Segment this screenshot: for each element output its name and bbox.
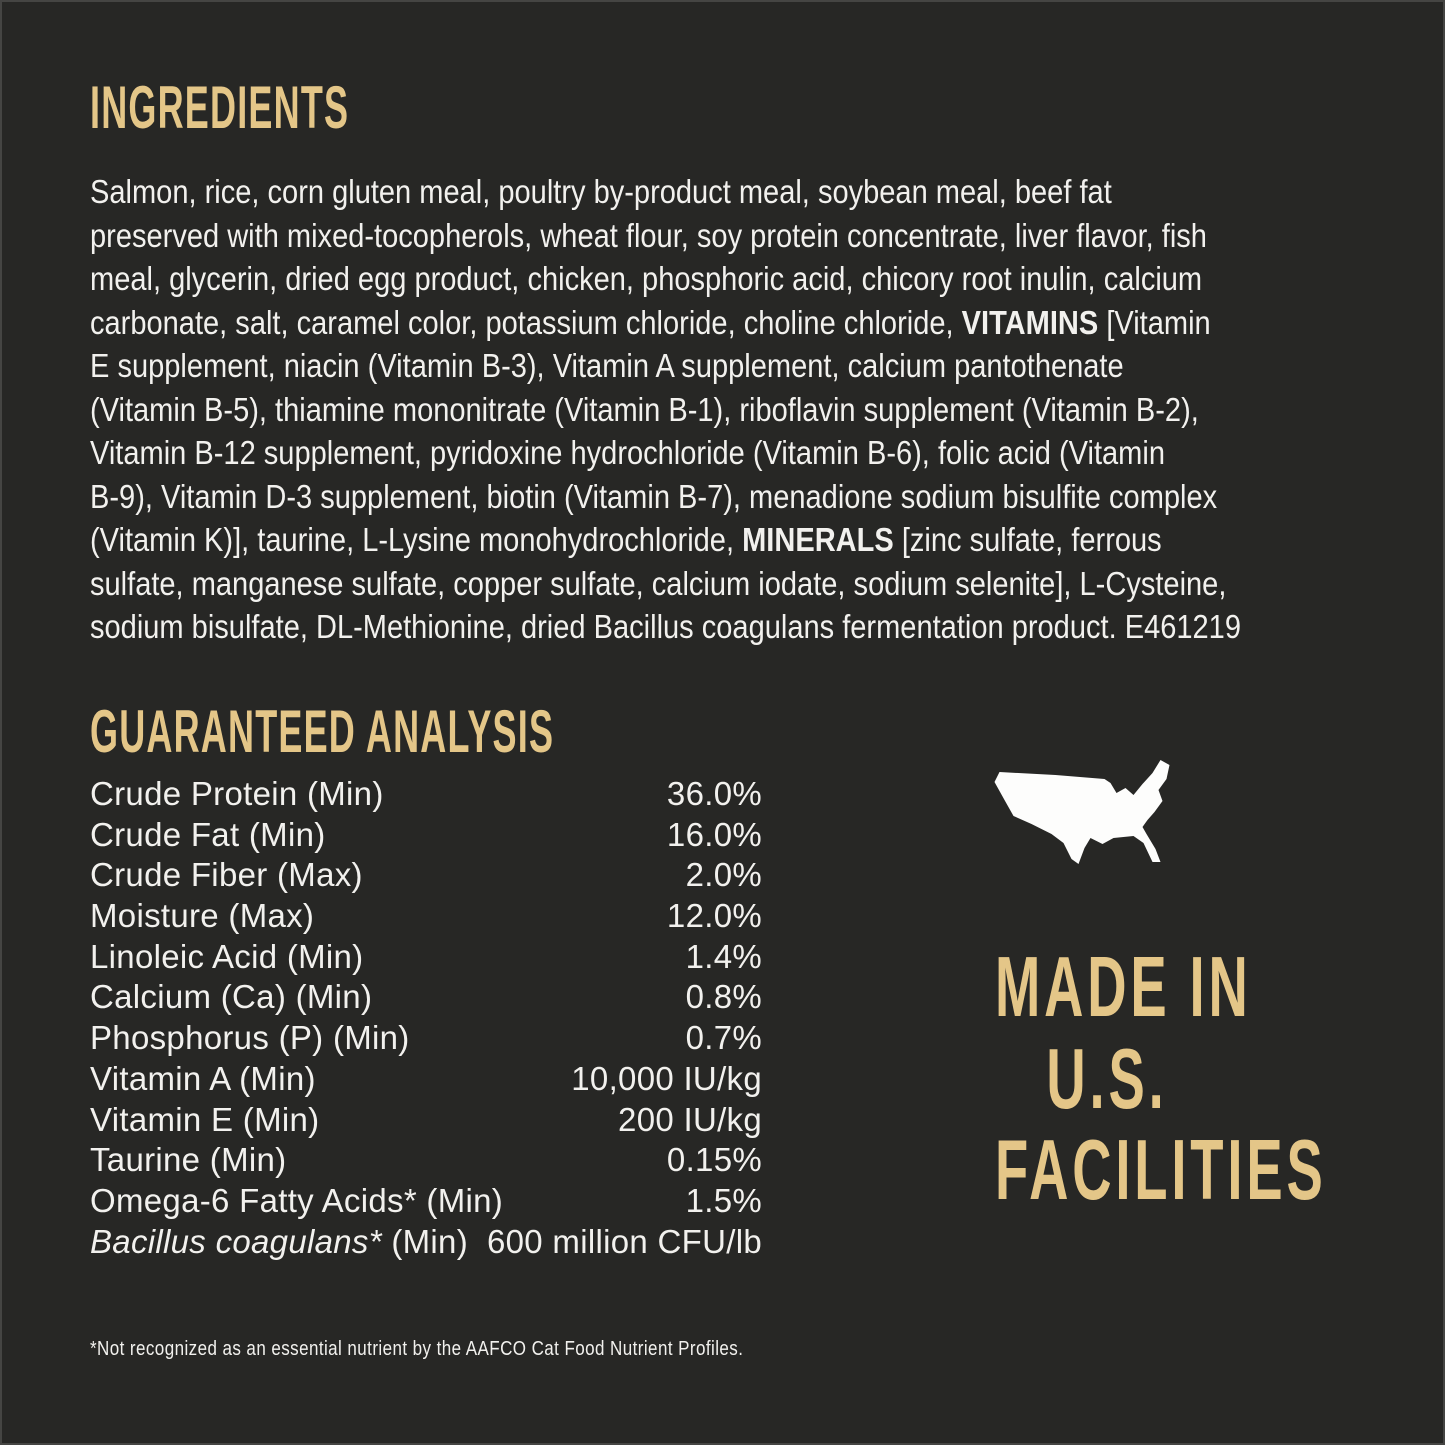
nutrient-value: 10,000 IU/kg	[571, 1059, 762, 1097]
table-row: Vitamin E (Min) 200 IU/kg	[90, 1100, 762, 1141]
table-row: Taurine (Min) 0.15%	[90, 1140, 762, 1181]
made-in-line: U.S.	[1046, 1031, 1168, 1127]
table-row: Bacillus coagulans* (Min) 600 million CFU…	[90, 1222, 762, 1263]
ingredients-line: B-9), Vitamin D-3 supplement, biotin (Vi…	[90, 477, 1218, 515]
table-row: Moisture (Max) 12.0%	[90, 896, 762, 937]
ingredients-line: sodium bisulfate, DL-Methionine, dried B…	[90, 608, 1241, 645]
ingredients-text: Salmon, rice, corn gluten meal, poultry …	[90, 170, 1241, 649]
nutrient-label: Vitamin A (Min)	[90, 1059, 316, 1097]
nutrient-value: 0.15%	[666, 1141, 762, 1179]
nutrient-value: 600 million CFU/lb	[487, 1222, 762, 1260]
nutrient-value: 1.5%	[685, 1181, 762, 1219]
ingredients-line: Salmon, rice, corn gluten meal, poultry …	[90, 173, 1112, 210]
ingredients-line: carbonate, salt, caramel color, potassiu…	[90, 303, 1211, 341]
nutrient-value: 0.8%	[685, 978, 762, 1016]
usa-map-icon	[994, 760, 1169, 864]
nutrient-label: Omega-6 Fatty Acids* (Min)	[90, 1181, 504, 1219]
ingredients-line: meal, glycerin, dried egg product, chick…	[90, 260, 1203, 297]
nutrient-value: 1.4%	[685, 937, 762, 975]
table-row: Omega-6 Fatty Acids* (Min) 1.5%	[90, 1181, 762, 1222]
ingredients-line: preserved with mixed-tocopherols, wheat …	[90, 216, 1207, 254]
table-row: Crude Fiber (Max) 2.0%	[90, 855, 762, 896]
nutrient-value: 36.0%	[666, 775, 762, 812]
nutrient-label: Moisture (Max)	[90, 897, 315, 935]
nutrient-value: 0.7%	[685, 1019, 762, 1057]
ingredients-line: (Vitamin B-5), thiamine mononitrate (Vit…	[90, 390, 1199, 428]
nutrient-label: Crude Protein (Min)	[90, 775, 384, 812]
ingredients-line: Vitamin B-12 supplement, pyridoxine hydr…	[90, 434, 1165, 471]
made-in-line: MADE IN	[995, 940, 1252, 1035]
made-in-line: FACILITIES	[995, 1123, 1327, 1218]
ingredients-line: sulfate, manganese sulfate, copper sulfa…	[90, 564, 1227, 602]
ingredients-heading: INGREDIENTS	[90, 74, 350, 141]
nutrient-label: Bacillus coagulans* (Min)	[90, 1222, 468, 1260]
table-row: Calcium (Ca) (Min) 0.8%	[90, 977, 762, 1018]
nutrient-label: Crude Fat (Min)	[90, 815, 326, 853]
nutrient-value: 16.0%	[666, 815, 762, 853]
guaranteed-analysis-heading: GUARANTEED ANALYSIS	[90, 698, 555, 765]
table-row: Vitamin A (Min) 10,000 IU/kg	[90, 1059, 762, 1100]
nutrient-value: 12.0%	[666, 897, 762, 935]
made-in-us-facilities-text: MADE IN U.S. FACILITIES	[932, 940, 1327, 1218]
nutrient-label: Crude Fiber (Max)	[90, 856, 363, 894]
nutrient-label: Calcium (Ca) (Min)	[90, 978, 373, 1016]
table-row: Crude Fat (Min) 16.0%	[90, 815, 762, 856]
nutrient-value: 200 IU/kg	[618, 1100, 762, 1138]
aafco-footnote: *Not recognized as an essential nutrient…	[90, 1338, 744, 1360]
nutrient-label: Taurine (Min)	[90, 1141, 287, 1179]
ingredients-line: (Vitamin K)], taurine, L-Lysine monohydr…	[90, 521, 1162, 558]
nutrient-label: Phosphorus (P) (Min)	[90, 1019, 410, 1057]
nutrient-value: 2.0%	[685, 856, 762, 894]
table-row: Crude Protein (Min) 36.0%	[90, 774, 762, 815]
made-in-us-block: MADE IN U.S. FACILITIES	[932, 750, 1327, 1218]
nutrient-label: Vitamin E (Min)	[90, 1100, 320, 1138]
nutrient-label: Linoleic Acid (Min)	[90, 937, 364, 975]
guaranteed-analysis-table: Crude Protein (Min) 36.0% Crude Fat (Min) 1…	[90, 774, 762, 1262]
table-row: Phosphorus (P) (Min) 0.7%	[90, 1018, 762, 1059]
ingredients-line: E supplement, niacin (Vitamin B-3), Vita…	[90, 347, 1124, 384]
table-row: Linoleic Acid (Min) 1.4%	[90, 937, 762, 978]
